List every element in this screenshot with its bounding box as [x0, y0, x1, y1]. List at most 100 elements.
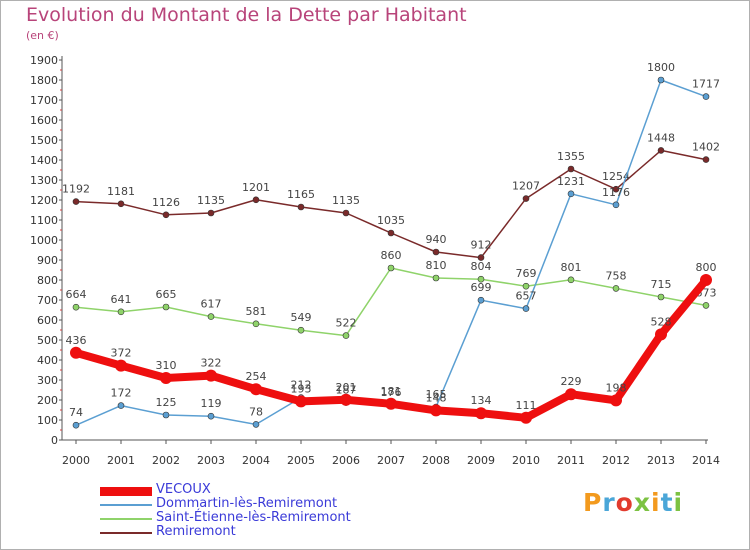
data-point-vecoux — [565, 388, 577, 401]
data-label-vecoux: 193 — [291, 382, 312, 395]
data-label-dommartin-l-s-remiremont: 699 — [471, 281, 492, 294]
data-point-remiremont — [297, 203, 305, 211]
y-tick-label: 500 — [37, 334, 58, 347]
x-tick-label: 2004 — [242, 454, 270, 467]
data-label-remiremont: 1181 — [107, 185, 135, 198]
data-label-remiremont: 1192 — [62, 183, 90, 196]
data-point-vecoux — [385, 397, 397, 410]
data-point-dommartin-l-s-remiremont — [657, 76, 665, 84]
data-label-saint-tienne-l-s-remiremont: 804 — [471, 260, 492, 273]
logo-letter: t — [660, 488, 674, 517]
data-point-saint-tienne-l-s-remiremont — [297, 326, 305, 334]
data-point-saint-tienne-l-s-remiremont — [432, 274, 440, 282]
logo-letter: P — [583, 488, 603, 517]
data-label-dommartin-l-s-remiremont: 1231 — [557, 175, 585, 188]
x-tick-label: 2008 — [422, 454, 450, 467]
data-point-saint-tienne-l-s-remiremont — [117, 308, 125, 316]
data-label-vecoux: 800 — [696, 261, 717, 274]
data-point-vecoux — [340, 393, 352, 406]
data-label-saint-tienne-l-s-remiremont: 641 — [111, 293, 132, 306]
y-tick-label: 1100 — [30, 214, 58, 227]
data-label-remiremont: 1207 — [512, 180, 540, 193]
legend-label-dommartin: Dommartin-lès-Remiremont — [156, 496, 338, 511]
x-tick-label: 2014 — [692, 454, 720, 467]
logo-letter: r — [602, 488, 616, 517]
data-point-remiremont — [612, 185, 620, 193]
data-label-vecoux: 134 — [471, 394, 492, 407]
data-point-vecoux — [700, 274, 712, 286]
data-label-vecoux: 254 — [246, 370, 267, 383]
data-point-saint-tienne-l-s-remiremont — [702, 302, 710, 309]
data-label-vecoux: 198 — [606, 381, 627, 394]
x-tick-label: 2012 — [602, 454, 630, 467]
data-label-saint-tienne-l-s-remiremont: 617 — [201, 298, 222, 311]
data-label-dommartin-l-s-remiremont: 657 — [516, 290, 537, 303]
y-tick-label: 300 — [37, 374, 58, 387]
y-tick-label: 0 — [51, 434, 58, 447]
data-point-remiremont — [342, 209, 350, 217]
data-label-remiremont: 1448 — [647, 131, 675, 144]
data-point-remiremont — [477, 254, 485, 261]
data-point-remiremont — [207, 209, 215, 217]
data-label-vecoux: 229 — [561, 375, 582, 388]
y-tick-label: 600 — [37, 314, 58, 327]
data-label-vecoux: 310 — [156, 359, 177, 372]
data-label-remiremont: 1254 — [602, 170, 630, 183]
data-point-dommartin-l-s-remiremont — [252, 421, 260, 428]
data-point-dommartin-l-s-remiremont — [477, 296, 485, 304]
logo-letter: x — [633, 488, 651, 517]
data-label-saint-tienne-l-s-remiremont: 522 — [336, 317, 357, 330]
data-label-remiremont: 1135 — [332, 194, 360, 207]
data-point-remiremont — [117, 200, 125, 208]
data-point-remiremont — [432, 248, 440, 256]
data-point-saint-tienne-l-s-remiremont — [612, 285, 620, 292]
data-point-remiremont — [72, 198, 80, 205]
data-label-dommartin-l-s-remiremont: 74 — [69, 406, 83, 419]
data-label-saint-tienne-l-s-remiremont: 801 — [561, 261, 582, 274]
legend-swatch-vecoux — [100, 487, 152, 496]
data-label-saint-tienne-l-s-remiremont: 664 — [66, 288, 87, 301]
data-label-dommartin-l-s-remiremont: 187 — [336, 384, 357, 397]
data-label-saint-tienne-l-s-remiremont: 715 — [651, 278, 672, 291]
y-tick-label: 1700 — [30, 94, 58, 107]
data-point-remiremont — [522, 195, 530, 202]
y-tick-label: 800 — [37, 274, 58, 287]
data-label-dommartin-l-s-remiremont: 212 — [291, 379, 312, 392]
data-point-dommartin-l-s-remiremont — [612, 201, 620, 209]
data-point-saint-tienne-l-s-remiremont — [162, 303, 170, 311]
data-label-vecoux: 181 — [381, 385, 402, 398]
data-label-remiremont: 1402 — [692, 141, 720, 154]
proxiti-logo: Proxiti — [583, 488, 683, 517]
data-point-dommartin-l-s-remiremont — [117, 402, 125, 409]
legend-label-vecoux: VECOUX — [156, 482, 211, 497]
x-tick-label: 2010 — [512, 454, 540, 467]
data-point-remiremont — [252, 196, 260, 204]
data-point-saint-tienne-l-s-remiremont — [567, 276, 575, 284]
x-tick-label: 2006 — [332, 454, 360, 467]
legend-swatch-remiremont — [100, 532, 152, 534]
x-tick-label: 2009 — [467, 454, 495, 467]
y-tick-label: 100 — [37, 414, 58, 427]
y-tick-label: 900 — [37, 254, 58, 267]
data-point-dommartin-l-s-remiremont — [567, 190, 575, 198]
y-tick-label: 700 — [37, 294, 58, 307]
data-label-remiremont: 1126 — [152, 196, 180, 209]
data-label-dommartin-l-s-remiremont: 119 — [201, 397, 222, 410]
data-point-dommartin-l-s-remiremont — [522, 305, 530, 312]
data-label-vecoux: 148 — [426, 391, 447, 404]
data-point-vecoux — [430, 404, 442, 417]
logo-letter: o — [615, 488, 634, 517]
data-point-dommartin-l-s-remiremont — [207, 412, 215, 420]
data-point-saint-tienne-l-s-remiremont — [252, 320, 260, 328]
data-point-dommartin-l-s-remiremont — [72, 421, 80, 429]
data-label-saint-tienne-l-s-remiremont: 810 — [426, 259, 447, 272]
x-tick-label: 2005 — [287, 454, 315, 467]
data-point-remiremont — [387, 229, 395, 237]
data-point-saint-tienne-l-s-remiremont — [387, 264, 395, 272]
data-point-saint-tienne-l-s-remiremont — [477, 275, 485, 283]
data-point-dommartin-l-s-remiremont — [162, 411, 170, 419]
x-tick-label: 2007 — [377, 454, 405, 467]
data-label-vecoux: 322 — [201, 357, 222, 370]
data-point-dommartin-l-s-remiremont — [702, 93, 710, 100]
